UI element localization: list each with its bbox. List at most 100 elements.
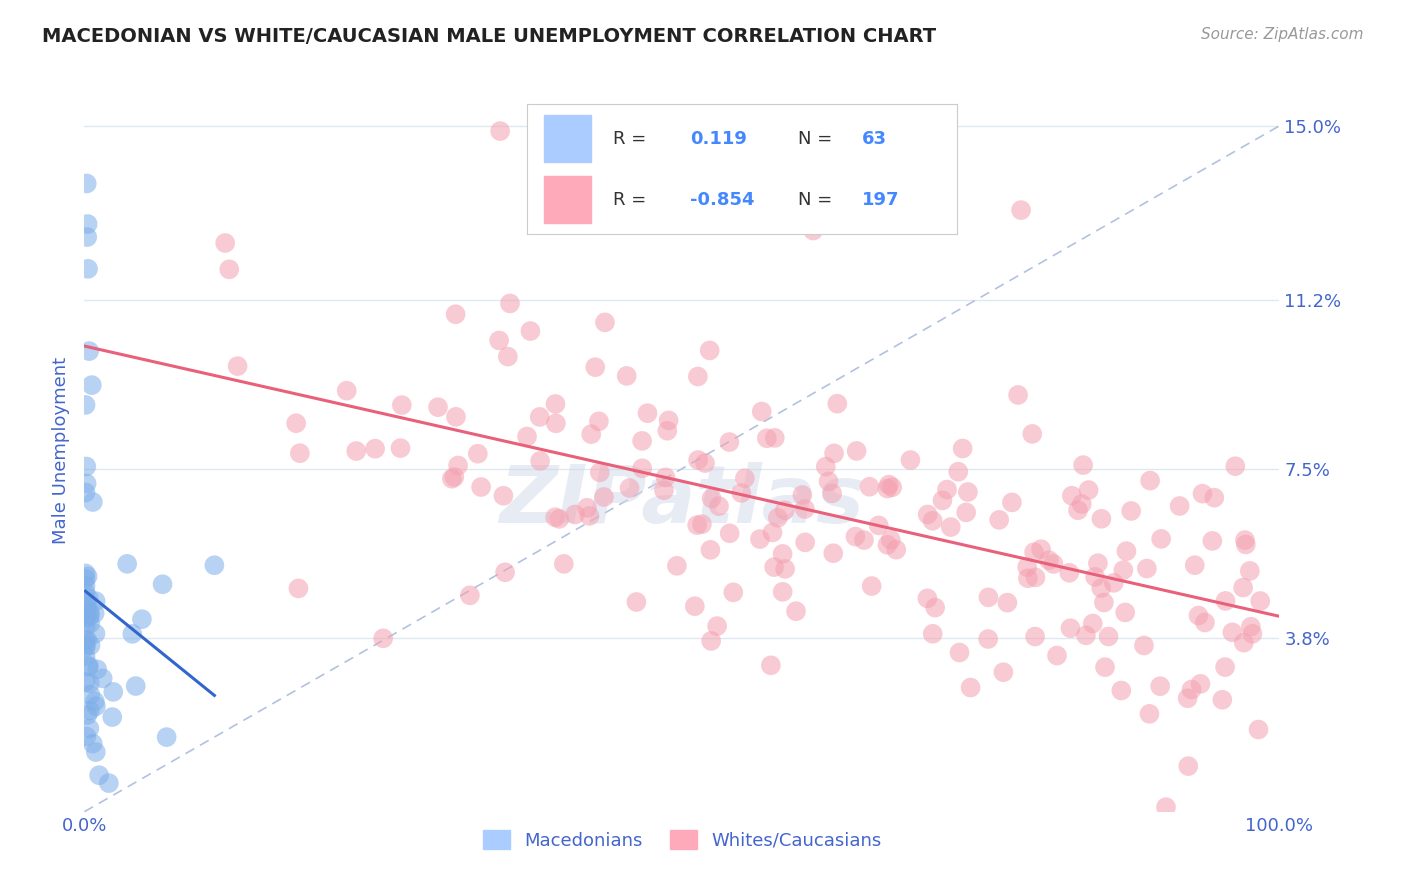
Point <box>699 343 721 358</box>
Point <box>529 409 551 424</box>
Point <box>79 639 101 653</box>
Point <box>654 470 676 484</box>
Point <box>548 512 571 526</box>
Point <box>131 612 153 626</box>
Point <box>79 610 101 624</box>
Point <box>1222 625 1244 640</box>
Point <box>1213 660 1236 674</box>
Point <box>1180 682 1202 697</box>
Point <box>1067 503 1090 517</box>
Point <box>876 538 898 552</box>
Point <box>214 235 236 250</box>
Point <box>939 520 962 534</box>
Point <box>821 486 844 500</box>
Point <box>793 502 815 516</box>
Point <box>218 262 240 277</box>
Point <box>1189 677 1212 691</box>
Point <box>77 261 100 276</box>
Point <box>952 442 974 456</box>
Point <box>693 456 716 470</box>
Point <box>637 406 659 420</box>
Point <box>616 368 638 383</box>
Point <box>880 533 903 547</box>
Point <box>470 480 492 494</box>
Point <box>589 466 612 480</box>
Point <box>1111 683 1133 698</box>
Point <box>1121 504 1143 518</box>
Point <box>344 444 367 458</box>
Point <box>993 665 1015 680</box>
Point <box>1024 630 1046 644</box>
Point <box>1042 557 1064 571</box>
Point <box>868 518 890 533</box>
Point <box>440 472 463 486</box>
Point <box>578 508 600 523</box>
Point <box>683 599 706 614</box>
Point <box>1115 544 1137 558</box>
Point <box>583 360 606 375</box>
Legend: Macedonians, Whites/Caucasians: Macedonians, Whites/Caucasians <box>475 823 889 857</box>
Point <box>75 640 97 655</box>
Point <box>588 414 610 428</box>
Point <box>75 608 97 623</box>
Point <box>564 508 586 522</box>
Point <box>657 424 679 438</box>
Point <box>1060 489 1083 503</box>
Point <box>1233 533 1256 547</box>
Point <box>690 517 713 532</box>
Point <box>75 459 97 474</box>
Point <box>77 344 100 359</box>
Point <box>1225 459 1247 474</box>
Point <box>1059 621 1081 635</box>
Point <box>792 488 814 502</box>
Point <box>84 699 107 714</box>
Point <box>763 560 786 574</box>
Point <box>1029 542 1052 557</box>
Point <box>1239 564 1261 578</box>
Point <box>492 489 515 503</box>
Point <box>1194 615 1216 630</box>
Point <box>794 535 817 549</box>
Point <box>730 486 752 500</box>
Point <box>75 674 97 689</box>
Point <box>579 427 602 442</box>
Point <box>751 404 773 418</box>
Point <box>121 627 143 641</box>
Point <box>593 315 616 329</box>
Point <box>948 465 970 479</box>
Point <box>1074 628 1097 642</box>
Point <box>1070 497 1092 511</box>
Point <box>84 594 107 608</box>
Point <box>76 177 98 191</box>
Point <box>1092 595 1115 609</box>
Point <box>75 620 97 634</box>
Point <box>931 493 953 508</box>
Point <box>1010 203 1032 218</box>
Point <box>488 334 510 348</box>
Point <box>772 584 794 599</box>
Point <box>103 685 125 699</box>
Point <box>1136 561 1159 575</box>
Point <box>373 632 395 646</box>
Point <box>1077 483 1099 497</box>
Point <box>1038 553 1060 567</box>
Point <box>631 461 654 475</box>
Point <box>152 577 174 591</box>
Point <box>759 658 782 673</box>
Point <box>544 510 567 524</box>
Point <box>77 605 100 619</box>
Point <box>389 441 412 455</box>
Point <box>1084 570 1107 584</box>
Point <box>763 431 786 445</box>
Point <box>626 595 648 609</box>
Point <box>75 639 97 653</box>
Point <box>1114 606 1136 620</box>
Point <box>76 599 98 614</box>
Point <box>156 730 179 744</box>
Point <box>575 500 598 515</box>
Point <box>1081 616 1104 631</box>
Point <box>619 481 641 495</box>
Point <box>1139 706 1161 721</box>
Point <box>761 525 783 540</box>
Point <box>593 490 616 504</box>
